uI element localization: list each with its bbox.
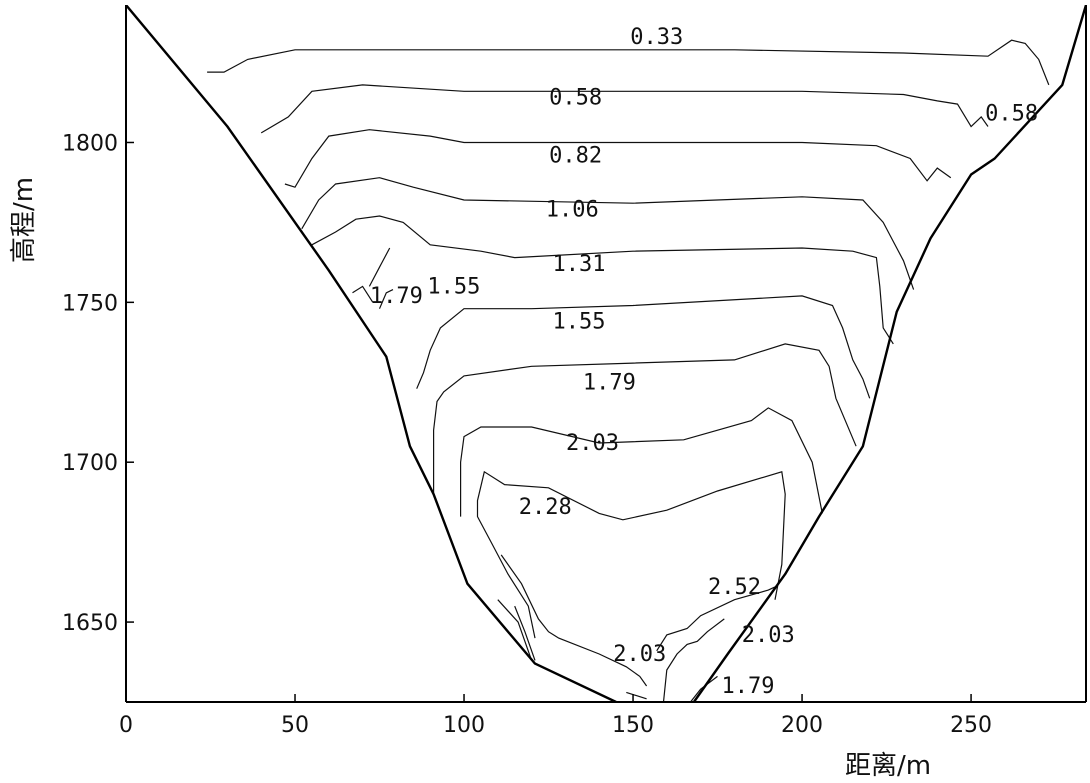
contour-line-1-79-6 [433, 343, 857, 495]
contour-label-1-79-9: 1.79 [583, 370, 636, 395]
contour-line-1-06-3 [301, 177, 915, 290]
valley-boundary [126, 5, 1086, 702]
contour-line-2-28-8 [476, 470, 786, 639]
contour-label-1-79-6: 1.79 [370, 284, 423, 309]
contour-line-0-33-0 [207, 39, 1050, 86]
contour-label-1-06-4: 1.06 [546, 198, 599, 223]
contour-label-1-55-7: 1.55 [427, 274, 480, 299]
contour-label-0-58-2: 0.58 [985, 102, 1038, 127]
contour-line-1-55-5 [416, 295, 871, 399]
contour-line-1-31-4 [311, 215, 894, 345]
x-tick-label-150: 150 [612, 713, 654, 738]
contour-line-2-03-7 [460, 407, 823, 517]
contour-line-unlabeled-17 [352, 285, 374, 303]
contour-label-0-82-3: 0.82 [549, 143, 602, 168]
y-tick-label-1800: 1800 [62, 131, 118, 156]
contour-label-2-03-13: 2.03 [742, 623, 795, 648]
contour-label-1-55-8: 1.55 [553, 310, 606, 335]
contour-line-2-52-9 [656, 586, 776, 652]
y-tick-label-1700: 1700 [62, 451, 118, 476]
y-tick-label-1650: 1650 [62, 611, 118, 636]
contour-labels: 0.330.580.580.821.061.311.79 1.551.551.79… [370, 25, 1038, 699]
x-axis-ticks: 0 50 100 150 200 250 [119, 694, 992, 738]
contour-label-2-28-11: 2.28 [519, 495, 572, 520]
contour-label-0-58-1: 0.58 [549, 86, 602, 111]
contour-line-2-03-10 [662, 618, 725, 702]
contour-lines [207, 39, 1050, 702]
contour-line-unlabeled-14 [497, 599, 533, 661]
contour-label-2-03-14: 2.03 [613, 642, 666, 667]
contour-label-2-52-12: 2.52 [708, 575, 761, 600]
contour-line-unlabeled-15 [626, 691, 647, 700]
contour-line-0-82-2 [284, 129, 952, 188]
contour-line-1-79-11 [690, 675, 718, 702]
contour-label-1-31-5: 1.31 [553, 252, 606, 277]
contour-line-unlabeled-16 [368, 247, 391, 287]
contour-line-0-58-1 [260, 84, 989, 134]
x-tick-label-250: 250 [950, 713, 992, 738]
x-axis-title: 距离/m [845, 751, 931, 781]
contour-line-unlabeled-12 [500, 554, 648, 687]
y-axis-title: 高程/m [9, 177, 39, 263]
x-tick-label-200: 200 [781, 713, 823, 738]
valley-right-bank [692, 5, 1086, 702]
contour-label-2-03-10: 2.03 [566, 431, 619, 456]
contour-line-unlabeled-13 [514, 605, 536, 661]
x-tick-label-0: 0 [119, 713, 133, 738]
contour-line-unlabeled-18 [378, 289, 394, 309]
contour-label-1-79-15: 1.79 [722, 674, 775, 699]
valley-left-bank [126, 5, 617, 702]
y-tick-label-1750: 1750 [62, 291, 118, 316]
x-tick-label-100: 100 [443, 713, 485, 738]
x-tick-label-50: 50 [281, 713, 309, 738]
plot-frame [125, 5, 1087, 703]
y-axis-ticks: 1650 1700 1750 1800 [62, 131, 134, 636]
contour-label-0-33-0: 0.33 [630, 25, 683, 50]
